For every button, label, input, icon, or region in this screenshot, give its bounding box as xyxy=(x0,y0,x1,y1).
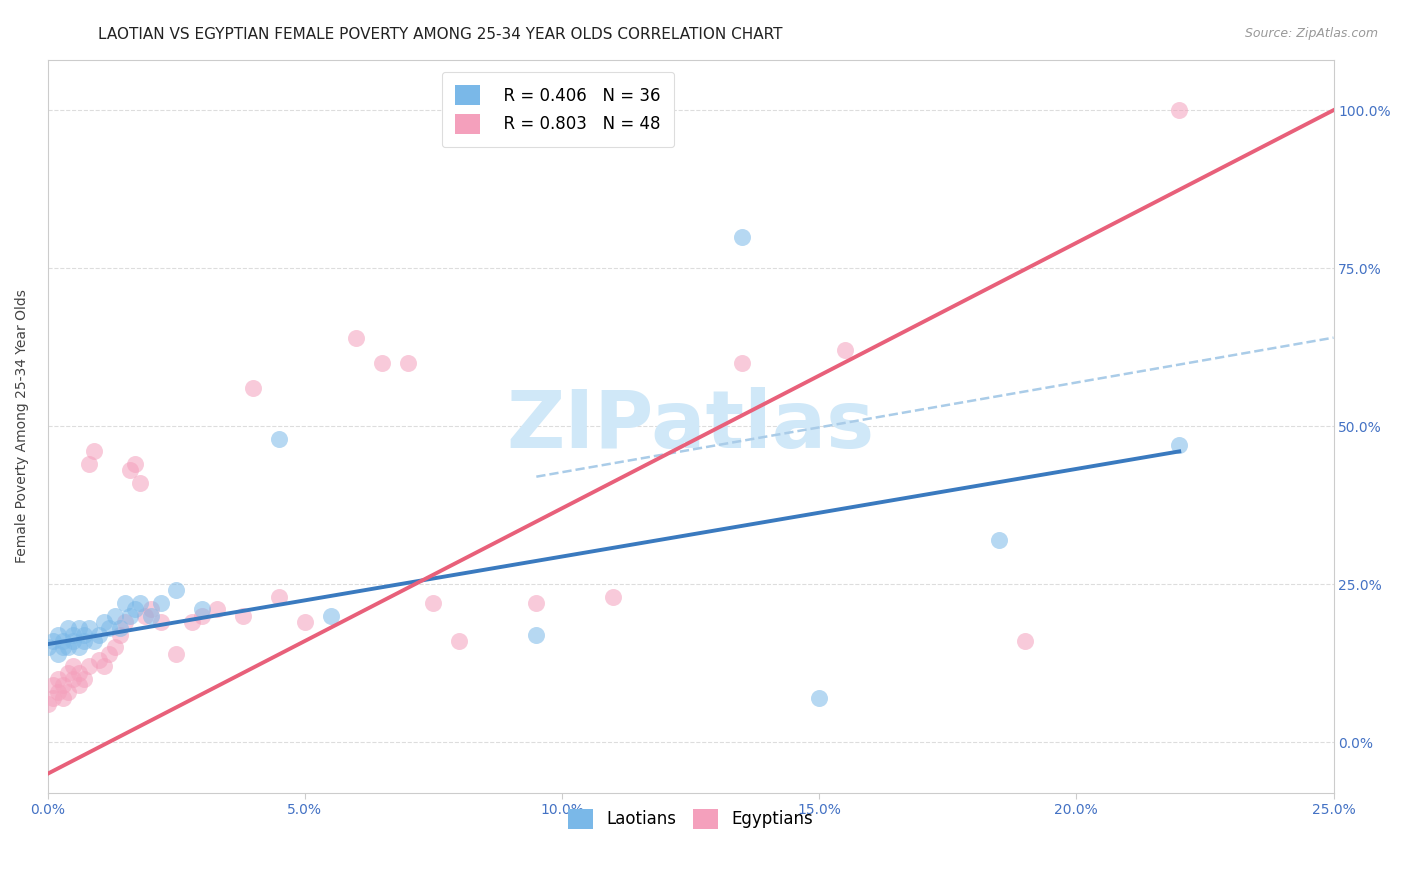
Point xyxy=(104,608,127,623)
Point xyxy=(269,432,291,446)
Point xyxy=(149,596,172,610)
Point xyxy=(93,615,115,629)
Point xyxy=(46,684,69,698)
Point xyxy=(52,640,75,655)
Point xyxy=(371,356,394,370)
Point xyxy=(83,444,105,458)
Point xyxy=(139,602,162,616)
Point xyxy=(808,690,831,705)
Point xyxy=(524,628,547,642)
Point xyxy=(180,615,202,629)
Point xyxy=(98,621,121,635)
Point xyxy=(62,659,84,673)
Point xyxy=(46,672,69,686)
Point xyxy=(396,356,419,370)
Point xyxy=(269,590,291,604)
Point xyxy=(344,331,367,345)
Point xyxy=(118,608,141,623)
Point xyxy=(89,628,111,642)
Point xyxy=(108,621,131,635)
Point xyxy=(134,608,156,623)
Point xyxy=(37,640,59,655)
Point xyxy=(114,615,136,629)
Point xyxy=(104,640,127,655)
Point xyxy=(449,634,471,648)
Point xyxy=(129,596,152,610)
Point xyxy=(77,659,100,673)
Point xyxy=(42,678,65,692)
Point xyxy=(58,684,80,698)
Point xyxy=(191,602,214,616)
Point xyxy=(58,640,80,655)
Point xyxy=(62,672,84,686)
Point xyxy=(149,615,172,629)
Point xyxy=(62,628,84,642)
Point xyxy=(602,590,624,604)
Point xyxy=(191,608,214,623)
Point xyxy=(42,634,65,648)
Point xyxy=(165,647,187,661)
Point xyxy=(46,628,69,642)
Point xyxy=(83,634,105,648)
Point xyxy=(232,608,254,623)
Point xyxy=(124,602,146,616)
Point xyxy=(422,596,444,610)
Point xyxy=(52,690,75,705)
Point xyxy=(124,457,146,471)
Point xyxy=(52,634,75,648)
Point xyxy=(73,628,96,642)
Point xyxy=(37,697,59,711)
Point xyxy=(114,596,136,610)
Text: Source: ZipAtlas.com: Source: ZipAtlas.com xyxy=(1244,27,1378,40)
Point xyxy=(1168,438,1191,452)
Point xyxy=(294,615,316,629)
Point xyxy=(118,463,141,477)
Point xyxy=(129,475,152,490)
Point xyxy=(319,608,342,623)
Point xyxy=(58,665,80,680)
Point xyxy=(1014,634,1036,648)
Point xyxy=(67,678,90,692)
Legend: Laotians, Egyptians: Laotians, Egyptians xyxy=(561,802,820,836)
Point xyxy=(139,608,162,623)
Point xyxy=(731,356,754,370)
Point xyxy=(93,659,115,673)
Point xyxy=(42,690,65,705)
Point xyxy=(67,640,90,655)
Point xyxy=(73,634,96,648)
Point xyxy=(62,634,84,648)
Point xyxy=(67,621,90,635)
Point xyxy=(73,672,96,686)
Point xyxy=(89,653,111,667)
Point xyxy=(58,621,80,635)
Point xyxy=(731,229,754,244)
Point xyxy=(1168,103,1191,117)
Y-axis label: Female Poverty Among 25-34 Year Olds: Female Poverty Among 25-34 Year Olds xyxy=(15,289,30,563)
Point xyxy=(46,647,69,661)
Point xyxy=(108,628,131,642)
Point xyxy=(524,596,547,610)
Point xyxy=(242,381,264,395)
Point xyxy=(988,533,1011,547)
Point xyxy=(52,678,75,692)
Point xyxy=(77,621,100,635)
Point xyxy=(98,647,121,661)
Point xyxy=(207,602,229,616)
Text: ZIPatlas: ZIPatlas xyxy=(506,387,875,465)
Point xyxy=(834,343,856,358)
Point xyxy=(77,457,100,471)
Point xyxy=(67,665,90,680)
Point xyxy=(165,583,187,598)
Text: LAOTIAN VS EGYPTIAN FEMALE POVERTY AMONG 25-34 YEAR OLDS CORRELATION CHART: LAOTIAN VS EGYPTIAN FEMALE POVERTY AMONG… xyxy=(98,27,783,42)
